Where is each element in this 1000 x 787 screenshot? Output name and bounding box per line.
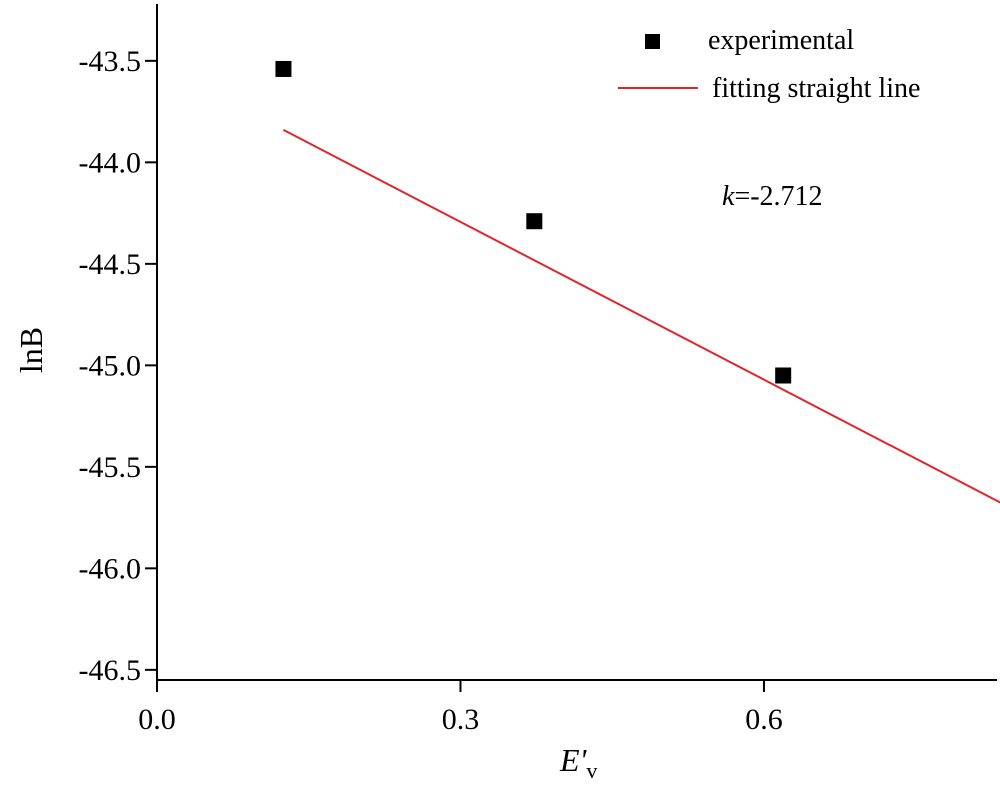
x-tick-label: 0.0 (138, 703, 176, 736)
plot-area (275, 60, 1000, 504)
y-axis-title: lnB (13, 327, 49, 373)
y-tick-label: -44.5 (79, 248, 142, 281)
legend-marker-experimental (645, 34, 660, 49)
fit-line (282, 128, 1000, 504)
x-tick-label: 0.3 (442, 703, 480, 736)
axes (156, 4, 997, 681)
legend-label-fit: fitting straight line (712, 73, 920, 104)
y-tick-label: -45.0 (79, 349, 142, 382)
y-tick-label: -46.5 (79, 654, 142, 687)
y-axis-ticks: -43.5 -44.0 -44.5 -45.0 -45.5 -46.0 -46.5 (79, 45, 157, 687)
x-axis-ticks: 0.00.30.60.91.2 (138, 680, 783, 736)
data-point (526, 213, 543, 230)
x-axis-title-main: E' (559, 742, 588, 778)
y-tick-label: -45.5 (79, 451, 142, 484)
y-tick-label: -43.5 (79, 45, 142, 78)
data-point (775, 367, 792, 384)
data-point (275, 60, 292, 77)
x-axis-title-subscript: v (586, 758, 597, 783)
y-tick-label: -44.0 (79, 146, 142, 179)
legend: experimental fitting straight line (618, 25, 920, 104)
slope-annotation-symbol: k (722, 181, 735, 212)
x-axis-title: E'v (559, 742, 597, 783)
x-tick-label: 0.6 (745, 703, 783, 736)
slope-annotation-value: =-2.712 (734, 181, 822, 212)
y-tick-label: -46.0 (79, 552, 142, 585)
legend-label-experimental: experimental (708, 25, 854, 56)
slope-annotation: k=-2.712 (722, 181, 823, 212)
